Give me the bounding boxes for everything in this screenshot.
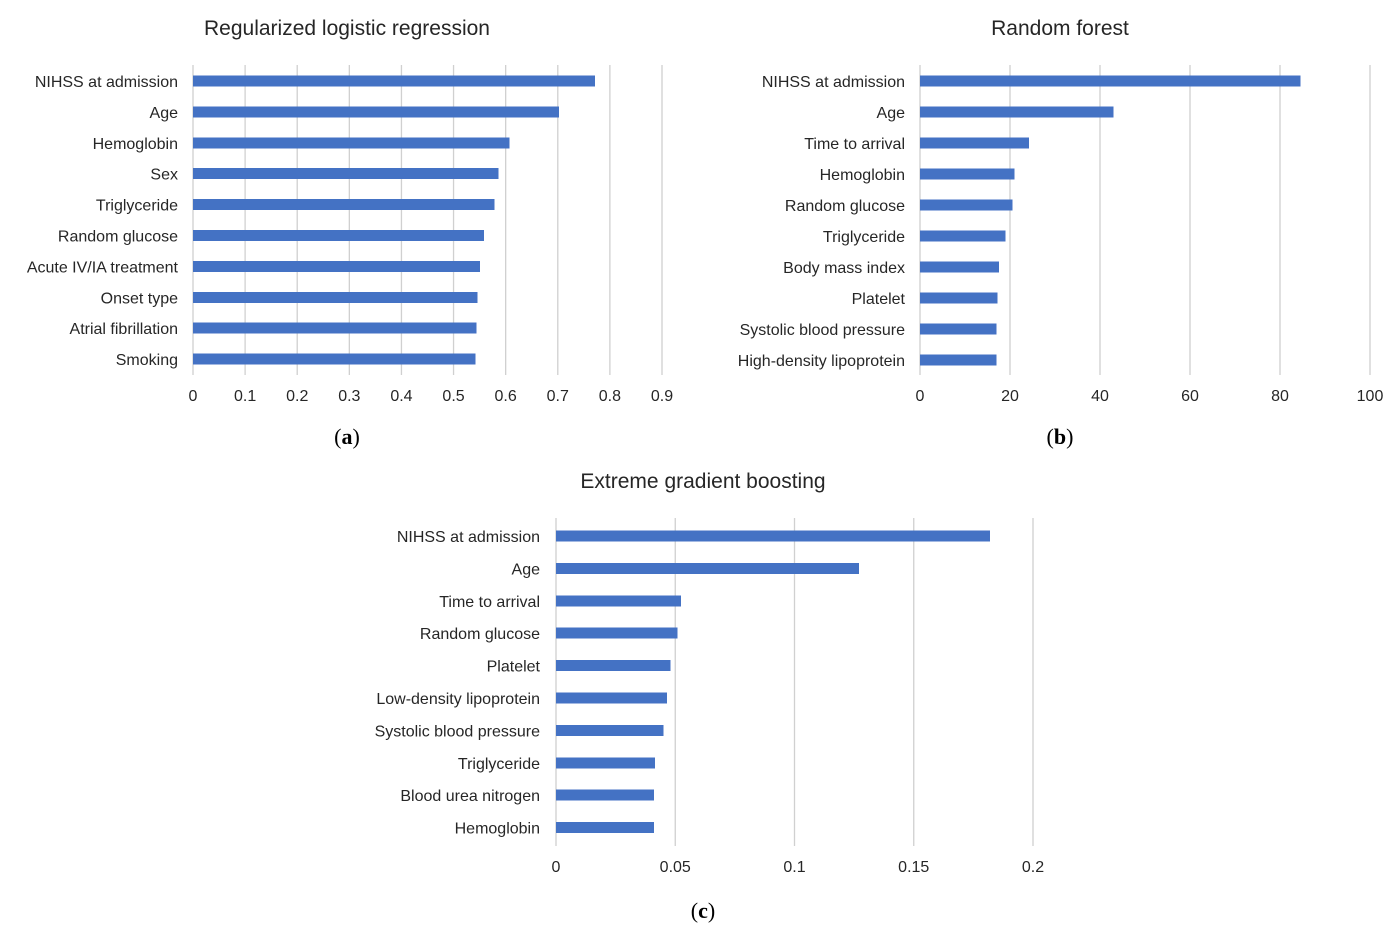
x-tick-label: 100: [1357, 388, 1384, 405]
category-label: Triglyceride: [458, 756, 540, 773]
bar: [193, 137, 510, 149]
category-label: Platelet: [487, 659, 541, 676]
category-label: Triglyceride: [823, 229, 905, 246]
category-label: Onset type: [101, 290, 178, 307]
chart-title: Extreme gradient boosting: [580, 470, 825, 493]
bar: [556, 595, 682, 607]
category-label: Time to arrival: [439, 594, 540, 611]
category-label: Systolic blood pressure: [375, 723, 541, 740]
category-label: Atrial fibrillation: [70, 321, 178, 338]
x-tick-label: 0.1: [783, 859, 805, 876]
x-tick-label: 0.2: [286, 388, 308, 405]
bar: [920, 261, 999, 273]
chart-random-forest: 0 20 40 60 80 100 NIHSS at admission Age Time to…: [738, 17, 1384, 449]
bar: [193, 260, 481, 272]
bar: [193, 75, 595, 87]
chart-logistic-regression: 0 0.1 0.2 0.3 0.4 0.5 0.6 0.7 0.8 0.9 NIHSS at adm…: [27, 17, 673, 449]
category-label: Hemoglobin: [820, 167, 905, 184]
x-tick-label: 0.4: [390, 388, 412, 405]
category-label: Triglyceride: [96, 198, 178, 215]
x-tick-label: 0.8: [599, 388, 621, 405]
x-tick-label: 0: [552, 859, 561, 876]
x-tick-label: 60: [1181, 388, 1199, 405]
bar: [920, 168, 1015, 180]
bar: [556, 724, 664, 736]
bar: [920, 230, 1006, 242]
x-tick-label: 0.2: [1022, 859, 1044, 876]
bar: [920, 354, 997, 366]
panel-letter: c: [698, 898, 708, 923]
category-label: Random glucose: [58, 229, 178, 246]
bar: [193, 168, 499, 180]
category-label: Platelet: [852, 291, 906, 308]
x-tick-label: 0: [916, 388, 925, 405]
x-tick-label: 0.5: [442, 388, 464, 405]
chart-title: Regularized logistic regression: [204, 17, 490, 40]
category-label: Random glucose: [785, 198, 905, 215]
panel-label: (c): [691, 898, 715, 923]
panel-label: (b): [1047, 424, 1074, 449]
category-label: Age: [512, 561, 541, 578]
bar: [556, 757, 655, 769]
x-tick-label: 20: [1001, 388, 1019, 405]
x-tick-label: 0.3: [338, 388, 360, 405]
x-tick-label: 0.6: [495, 388, 517, 405]
category-label: Blood urea nitrogen: [400, 788, 540, 805]
bar: [920, 199, 1013, 211]
bar: [920, 292, 998, 304]
category-label: Hemoglobin: [455, 821, 540, 838]
category-label: Low-density lipoprotein: [376, 691, 540, 708]
bar: [556, 822, 654, 834]
category-label: NIHSS at admission: [762, 74, 905, 91]
panel-label: (a): [334, 424, 360, 449]
x-tick-label: 0.9: [651, 388, 673, 405]
x-tick-label: 80: [1271, 388, 1289, 405]
bar: [556, 692, 667, 704]
bar: [556, 627, 678, 639]
x-tick-label: 0.1: [234, 388, 256, 405]
x-tick-label: 0.15: [898, 859, 929, 876]
bar: [556, 562, 859, 574]
bar: [920, 137, 1029, 149]
category-label: NIHSS at admission: [35, 74, 178, 91]
category-label: Sex: [150, 167, 178, 184]
bar: [920, 106, 1114, 118]
category-label: Time to arrival: [804, 136, 905, 153]
bar: [193, 230, 484, 241]
category-label: High-density lipoprotein: [738, 353, 905, 370]
x-tick-label: 0.05: [660, 859, 691, 876]
category-label: Body mass index: [783, 260, 905, 277]
bar: [556, 789, 654, 801]
chart-xgboost: 0 0.05 0.1 0.15 0.2 NIHSS at admission Age Time…: [375, 470, 1045, 923]
category-label: NIHSS at admission: [397, 529, 540, 546]
x-tick-label: 40: [1091, 388, 1109, 405]
category-label: Age: [150, 105, 179, 122]
bar: [920, 75, 1301, 87]
bar: [193, 291, 478, 303]
category-label: Age: [877, 105, 906, 122]
category-label: Acute IV/IA treatment: [27, 259, 179, 276]
bar: [193, 199, 495, 211]
category-label: Hemoglobin: [93, 136, 178, 153]
x-tick-label: 0: [189, 388, 198, 405]
bar: [556, 660, 671, 672]
bar: [920, 323, 997, 335]
category-label: Smoking: [116, 352, 178, 369]
bar: [556, 530, 991, 542]
category-label: Systolic blood pressure: [740, 322, 906, 339]
bar: [193, 353, 476, 365]
panel-letter: a: [342, 424, 353, 449]
bar: [193, 322, 477, 334]
panel-letter: b: [1054, 424, 1066, 449]
category-label: Random glucose: [420, 626, 540, 643]
x-tick-label: 0.7: [547, 388, 569, 405]
bar: [193, 106, 559, 118]
chart-title: Random forest: [991, 17, 1129, 40]
